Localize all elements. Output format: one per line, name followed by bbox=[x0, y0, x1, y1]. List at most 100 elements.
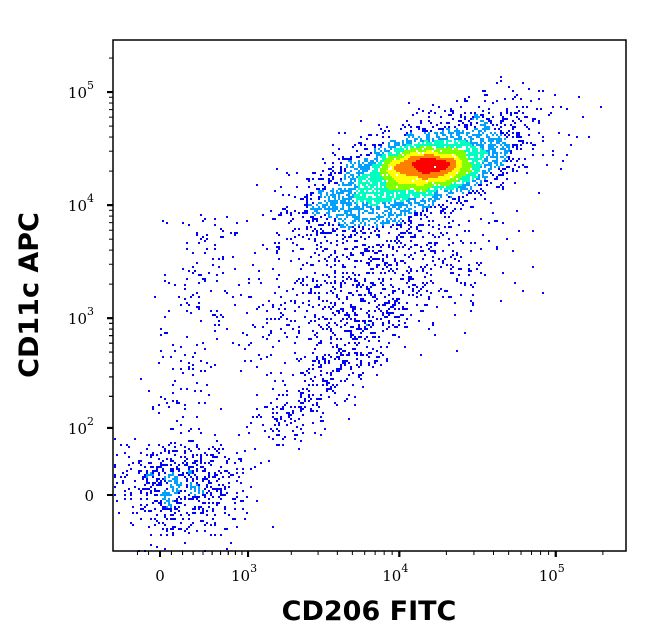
event-dot bbox=[186, 464, 188, 466]
event-dot bbox=[398, 308, 400, 310]
event-dot bbox=[394, 240, 396, 242]
event-dot bbox=[460, 176, 462, 178]
event-dot bbox=[442, 160, 444, 162]
event-dot bbox=[404, 160, 406, 162]
event-dot bbox=[358, 176, 360, 178]
event-dot bbox=[216, 480, 218, 482]
event-dot bbox=[358, 216, 360, 218]
event-dot bbox=[354, 338, 356, 340]
event-dot bbox=[214, 456, 216, 458]
event-dot bbox=[318, 198, 320, 200]
event-dot bbox=[386, 150, 388, 152]
event-dot bbox=[352, 216, 354, 218]
event-dot bbox=[384, 168, 386, 170]
event-dot bbox=[396, 222, 398, 224]
event-dot bbox=[244, 450, 246, 452]
event-dot bbox=[418, 202, 420, 204]
event-dot bbox=[236, 496, 238, 498]
event-dot bbox=[426, 154, 428, 156]
event-dot bbox=[338, 218, 340, 220]
event-dot bbox=[164, 274, 166, 276]
event-dot bbox=[256, 408, 258, 410]
event-dot bbox=[356, 338, 358, 340]
event-dot bbox=[414, 200, 416, 202]
event-dot bbox=[158, 474, 160, 476]
event-dot bbox=[388, 214, 390, 216]
event-dot bbox=[410, 216, 412, 218]
event-dot bbox=[480, 156, 482, 158]
event-dot bbox=[462, 204, 464, 206]
event-dot bbox=[350, 180, 352, 182]
event-dot bbox=[174, 480, 176, 482]
event-dot bbox=[172, 534, 174, 536]
event-dot bbox=[422, 150, 424, 152]
event-dot bbox=[400, 128, 402, 130]
event-dot bbox=[532, 154, 534, 156]
event-dot bbox=[254, 466, 256, 468]
event-dot bbox=[282, 444, 284, 446]
event-dot bbox=[444, 154, 446, 156]
event-dot bbox=[164, 332, 166, 334]
event-dot bbox=[364, 186, 366, 188]
event-dot bbox=[566, 108, 568, 110]
event-dot bbox=[394, 272, 396, 274]
event-dot bbox=[324, 162, 326, 164]
event-dot bbox=[506, 178, 508, 180]
event-dot bbox=[412, 156, 414, 158]
event-dot bbox=[472, 166, 474, 168]
event-dot bbox=[194, 474, 196, 476]
event-dot bbox=[398, 184, 400, 186]
event-dot bbox=[408, 164, 410, 166]
event-dot bbox=[570, 144, 572, 146]
event-dot bbox=[320, 246, 322, 248]
event-dot bbox=[406, 154, 408, 156]
event-dot bbox=[418, 166, 420, 168]
event-dot bbox=[496, 134, 498, 136]
event-dot bbox=[292, 288, 294, 290]
event-dot bbox=[402, 308, 404, 310]
event-dot bbox=[470, 122, 472, 124]
event-dot bbox=[400, 182, 402, 184]
event-dot bbox=[228, 486, 230, 488]
event-dot bbox=[348, 190, 350, 192]
event-dot bbox=[316, 398, 318, 400]
event-dot bbox=[386, 194, 388, 196]
event-dot bbox=[294, 196, 296, 198]
event-dot bbox=[432, 158, 434, 160]
event-dot bbox=[430, 190, 432, 192]
event-dot bbox=[432, 200, 434, 202]
event-dot bbox=[204, 252, 206, 254]
event-dot bbox=[376, 184, 378, 186]
event-dot bbox=[318, 212, 320, 214]
event-dot bbox=[364, 224, 366, 226]
event-dot bbox=[508, 156, 510, 158]
event-dot bbox=[424, 156, 426, 158]
event-dot bbox=[322, 316, 324, 318]
event-dot bbox=[428, 116, 430, 118]
event-dot bbox=[368, 364, 370, 366]
event-dot bbox=[328, 276, 330, 278]
event-dot bbox=[390, 264, 392, 266]
event-dot bbox=[436, 176, 438, 178]
event-dot bbox=[416, 304, 418, 306]
event-dot bbox=[392, 214, 394, 216]
event-dot bbox=[434, 242, 436, 244]
event-dot bbox=[328, 306, 330, 308]
event-dot bbox=[236, 452, 238, 454]
event-dot bbox=[430, 172, 432, 174]
event-dot bbox=[160, 328, 162, 330]
event-dot bbox=[386, 262, 388, 264]
event-dot bbox=[386, 196, 388, 198]
event-dot bbox=[290, 414, 292, 416]
event-dot bbox=[458, 176, 460, 178]
event-dot bbox=[336, 310, 338, 312]
event-dot bbox=[466, 150, 468, 152]
event-dot bbox=[448, 114, 450, 116]
event-dot bbox=[172, 488, 174, 490]
event-dot bbox=[348, 196, 350, 198]
event-dot bbox=[488, 136, 490, 138]
event-dot bbox=[398, 336, 400, 338]
event-dot bbox=[320, 374, 322, 376]
event-dot bbox=[454, 198, 456, 200]
event-dot bbox=[164, 478, 166, 480]
